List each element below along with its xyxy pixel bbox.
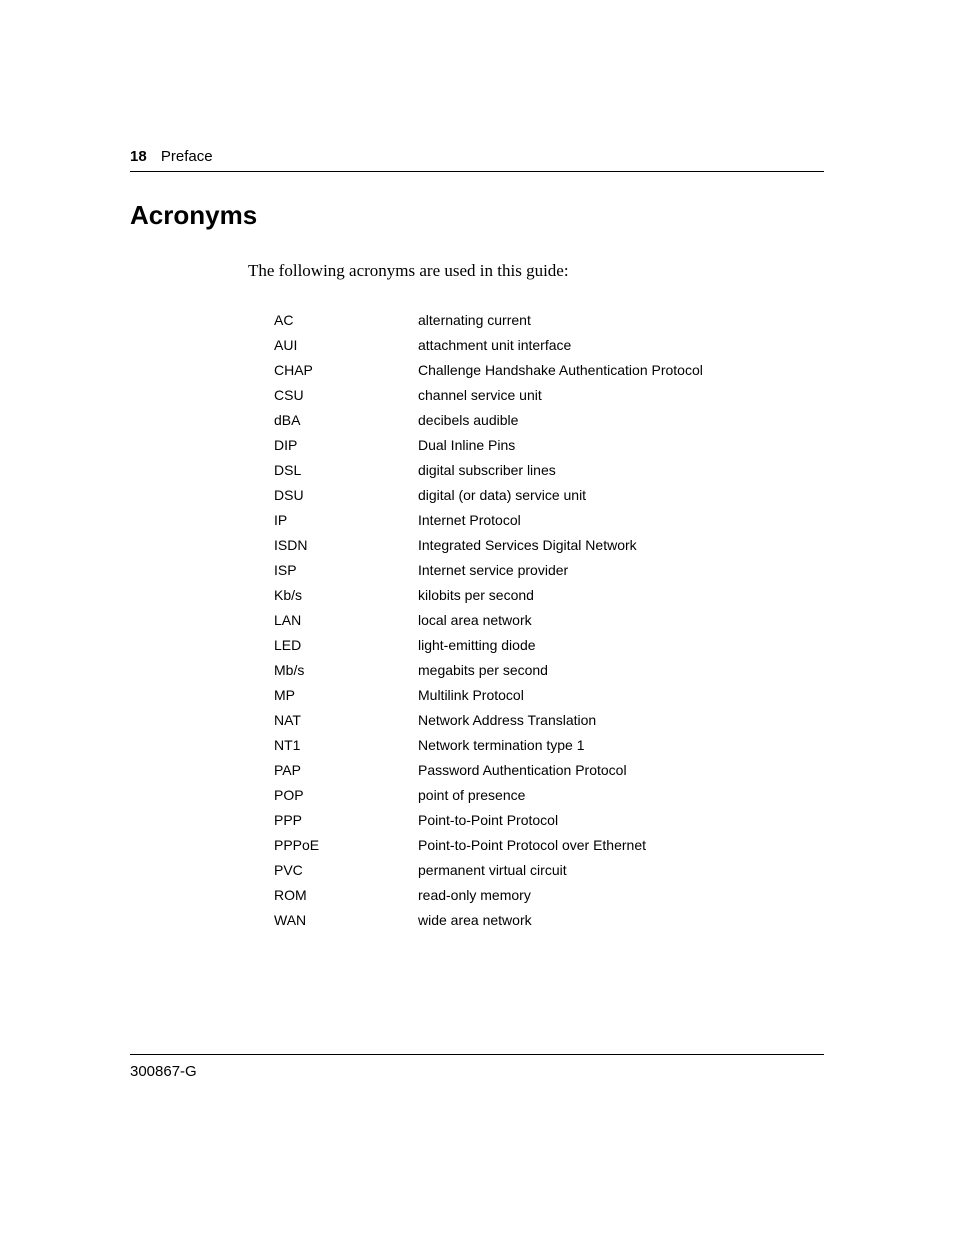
acronym-definition: Challenge Handshake Authentication Proto… (418, 363, 824, 377)
section-title: Acronyms (130, 200, 824, 231)
acronym-term: AUI (274, 338, 418, 352)
acronym-row: ISPInternet service provider (274, 563, 824, 577)
acronym-term: CHAP (274, 363, 418, 377)
acronym-term: POP (274, 788, 418, 802)
acronym-definition: channel service unit (418, 388, 824, 402)
acronym-term: ISP (274, 563, 418, 577)
acronym-row: LANlocal area network (274, 613, 824, 627)
header-section-label: Preface (161, 148, 213, 165)
acronym-definition: Network Address Translation (418, 713, 824, 727)
acronym-term: AC (274, 313, 418, 327)
acronym-row: PVCpermanent virtual circuit (274, 863, 824, 877)
acronym-definition: wide area network (418, 913, 824, 927)
intro-paragraph: The following acronyms are used in this … (248, 261, 824, 281)
acronym-definition: Internet service provider (418, 563, 824, 577)
document-number: 300867-G (130, 1063, 197, 1080)
acronym-definition: megabits per second (418, 663, 824, 677)
acronym-definition: alternating current (418, 313, 824, 327)
acronym-row: dBAdecibels audible (274, 413, 824, 427)
acronym-row: DSUdigital (or data) service unit (274, 488, 824, 502)
page: 18 Preface Acronyms The following acrony… (0, 0, 954, 1235)
acronym-term: NT1 (274, 738, 418, 752)
acronym-definition: point of presence (418, 788, 824, 802)
acronym-row: Mb/smegabits per second (274, 663, 824, 677)
acronym-term: dBA (274, 413, 418, 427)
acronym-definition: digital subscriber lines (418, 463, 824, 477)
page-number: 18 (130, 148, 147, 165)
acronym-term: ISDN (274, 538, 418, 552)
acronym-row: PPPPoint-to-Point Protocol (274, 813, 824, 827)
acronym-term: PVC (274, 863, 418, 877)
acronym-definition: permanent virtual circuit (418, 863, 824, 877)
acronym-term: LED (274, 638, 418, 652)
acronym-row: CSUchannel service unit (274, 388, 824, 402)
acronym-row: Kb/skilobits per second (274, 588, 824, 602)
acronym-term: DIP (274, 438, 418, 452)
acronym-row: PAPPassword Authentication Protocol (274, 763, 824, 777)
acronym-row: WANwide area network (274, 913, 824, 927)
acronym-term: CSU (274, 388, 418, 402)
acronym-row: AUIattachment unit interface (274, 338, 824, 352)
acronym-definition: attachment unit interface (418, 338, 824, 352)
acronym-row: LEDlight-emitting diode (274, 638, 824, 652)
acronym-row: ACalternating current (274, 313, 824, 327)
acronym-definition: Point-to-Point Protocol (418, 813, 824, 827)
acronym-term: NAT (274, 713, 418, 727)
acronym-definition: Network termination type 1 (418, 738, 824, 752)
acronym-term: ROM (274, 888, 418, 902)
acronym-row: ROMread-only memory (274, 888, 824, 902)
acronym-term: PPP (274, 813, 418, 827)
acronym-term: PAP (274, 763, 418, 777)
acronym-row: ISDNIntegrated Services Digital Network (274, 538, 824, 552)
acronym-definition: local area network (418, 613, 824, 627)
acronym-row: POPpoint of presence (274, 788, 824, 802)
acronym-term: DSU (274, 488, 418, 502)
acronym-row: IPInternet Protocol (274, 513, 824, 527)
acronym-term: Kb/s (274, 588, 418, 602)
acronym-term: Mb/s (274, 663, 418, 677)
acronym-row: MPMultilink Protocol (274, 688, 824, 702)
acronym-row: DIPDual Inline Pins (274, 438, 824, 452)
acronym-definition: kilobits per second (418, 588, 824, 602)
acronym-definition: Multilink Protocol (418, 688, 824, 702)
acronym-definition: digital (or data) service unit (418, 488, 824, 502)
acronym-term: MP (274, 688, 418, 702)
acronym-definition: Internet Protocol (418, 513, 824, 527)
acronym-row: DSLdigital subscriber lines (274, 463, 824, 477)
acronym-definition: light-emitting diode (418, 638, 824, 652)
acronym-row: PPPoEPoint-to-Point Protocol over Ethern… (274, 838, 824, 852)
acronym-term: PPPoE (274, 838, 418, 852)
acronym-definition: Password Authentication Protocol (418, 763, 824, 777)
acronym-row: NT1Network termination type 1 (274, 738, 824, 752)
acronym-row: NATNetwork Address Translation (274, 713, 824, 727)
acronym-definition: Point-to-Point Protocol over Ethernet (418, 838, 824, 852)
acronym-row: CHAPChallenge Handshake Authentication P… (274, 363, 824, 377)
acronym-term: WAN (274, 913, 418, 927)
acronym-term: IP (274, 513, 418, 527)
acronym-definition: Integrated Services Digital Network (418, 538, 824, 552)
acronym-term: DSL (274, 463, 418, 477)
acronym-definition: Dual Inline Pins (418, 438, 824, 452)
acronym-definition: read-only memory (418, 888, 824, 902)
acronym-term: LAN (274, 613, 418, 627)
acronym-definition: decibels audible (418, 413, 824, 427)
running-header: 18 Preface (130, 148, 824, 172)
footer: 300867-G (130, 1054, 824, 1080)
acronym-table: ACalternating currentAUIattachment unit … (274, 313, 824, 927)
